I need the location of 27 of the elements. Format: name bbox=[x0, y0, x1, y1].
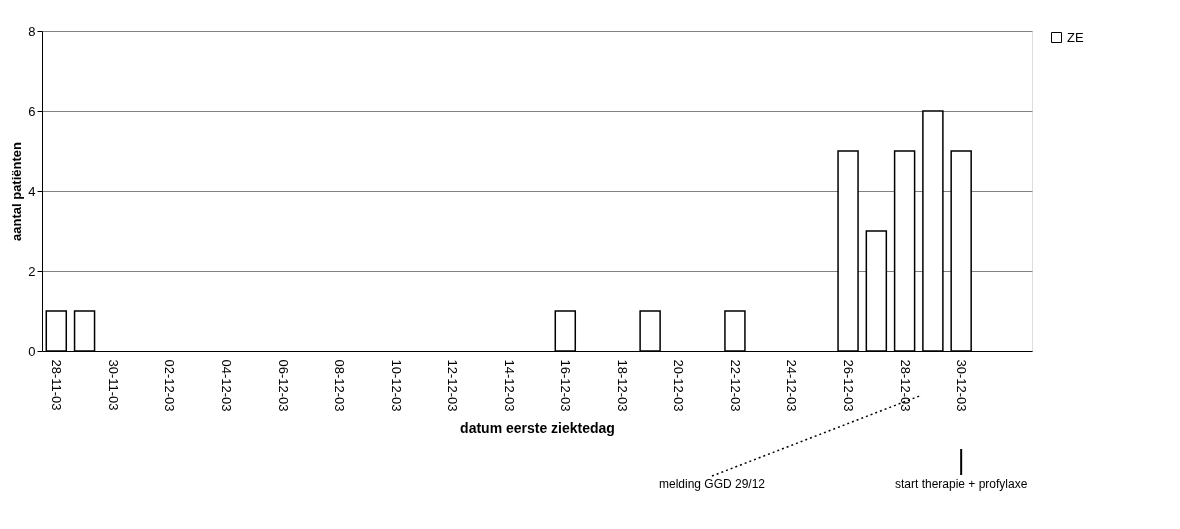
x-tick-label: 02-12-03 bbox=[162, 359, 178, 412]
x-tick-label: 24-12-03 bbox=[784, 359, 800, 412]
y-tick-label: 4 bbox=[28, 183, 36, 199]
x-tick-label: 20-12-03 bbox=[671, 359, 687, 412]
y-tick-label: 0 bbox=[28, 343, 36, 359]
x-tick-label: 04-12-03 bbox=[218, 359, 234, 412]
x-tick-label: 30-12-03 bbox=[954, 359, 970, 412]
x-tick-label: 16-12-03 bbox=[558, 359, 574, 412]
x-tick-label: 08-12-03 bbox=[332, 359, 348, 412]
y-tick-label: 2 bbox=[28, 263, 36, 279]
y-axis-title: aantal patiënten bbox=[9, 141, 25, 241]
x-axis-title: datum eerste ziektedag bbox=[460, 419, 615, 436]
x-tick-label: 30-11-03 bbox=[105, 359, 121, 411]
x-tick-label: 22-12-03 bbox=[727, 359, 743, 412]
annotation: start therapie + profylaxe bbox=[894, 477, 1028, 491]
x-tick-label: 06-12-03 bbox=[275, 359, 291, 412]
legend-label: ZE bbox=[1067, 29, 1084, 45]
x-tick-label: 26-12-03 bbox=[841, 359, 857, 412]
x-tick-label: 14-12-03 bbox=[501, 359, 517, 412]
y-tick-label: 8 bbox=[28, 23, 36, 39]
text: melding GGD 29/12 bbox=[658, 477, 766, 491]
x-tick-label: 18-12-03 bbox=[614, 359, 630, 412]
x-tick-label: 28-12-03 bbox=[897, 359, 913, 412]
x-tick-label: 10-12-03 bbox=[388, 359, 404, 412]
x-tick-label: 28-11-03 bbox=[49, 359, 65, 411]
x-tick-label: 12-12-03 bbox=[445, 359, 461, 412]
y-tick-label: 6 bbox=[28, 103, 36, 119]
